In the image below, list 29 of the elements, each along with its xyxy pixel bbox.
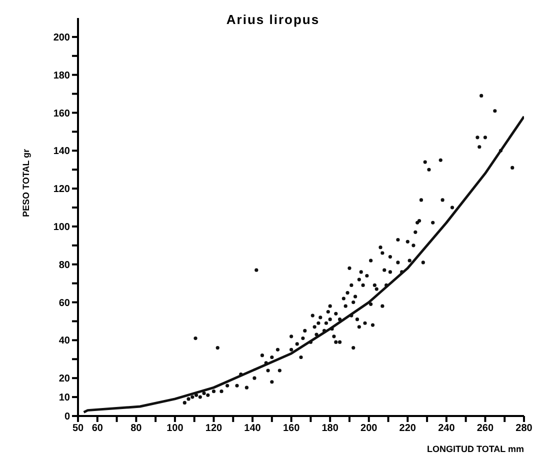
x-tick-label: 160 xyxy=(282,423,300,434)
x-tick-label: 60 xyxy=(92,423,104,434)
x-tick-label: 140 xyxy=(244,423,262,434)
y-tick-label: 0 xyxy=(64,412,70,423)
y-tick-label: 60 xyxy=(58,298,70,309)
y-tick-label: 180 xyxy=(53,70,70,82)
x-tick-label: 200 xyxy=(360,423,378,434)
y-axis-title: PESO TOTAL gr xyxy=(21,148,32,217)
y-tick-label: 40 xyxy=(58,336,70,347)
y-tick-label: 80 xyxy=(58,260,70,271)
y-tick-label: 200 xyxy=(53,32,70,44)
y-tick-label: 100 xyxy=(53,222,70,234)
x-tick-label: 280 xyxy=(516,423,533,434)
x-tick-label: 80 xyxy=(130,423,142,434)
x-tick-label: 50 xyxy=(72,423,84,434)
x-tick-label: 240 xyxy=(438,423,456,434)
line-series xyxy=(82,115,524,414)
x-tick-label: 220 xyxy=(399,423,416,434)
y-tick-label: 120 xyxy=(53,184,70,196)
x-tick-label: 120 xyxy=(205,423,223,434)
y-tick-label: 160 xyxy=(53,108,70,120)
y-tick-label: 10 xyxy=(58,392,70,404)
chart-title: Arius liropus xyxy=(225,12,321,27)
x-axis-title: LONGITUD TOTAL mm xyxy=(426,444,524,454)
x-tick-label: 100 xyxy=(166,423,184,434)
y-tick-label: 20 xyxy=(58,374,70,385)
x-tick-label: 260 xyxy=(476,423,494,434)
y-tick-label: 140 xyxy=(53,146,70,158)
x-tick-label: 180 xyxy=(322,423,339,434)
